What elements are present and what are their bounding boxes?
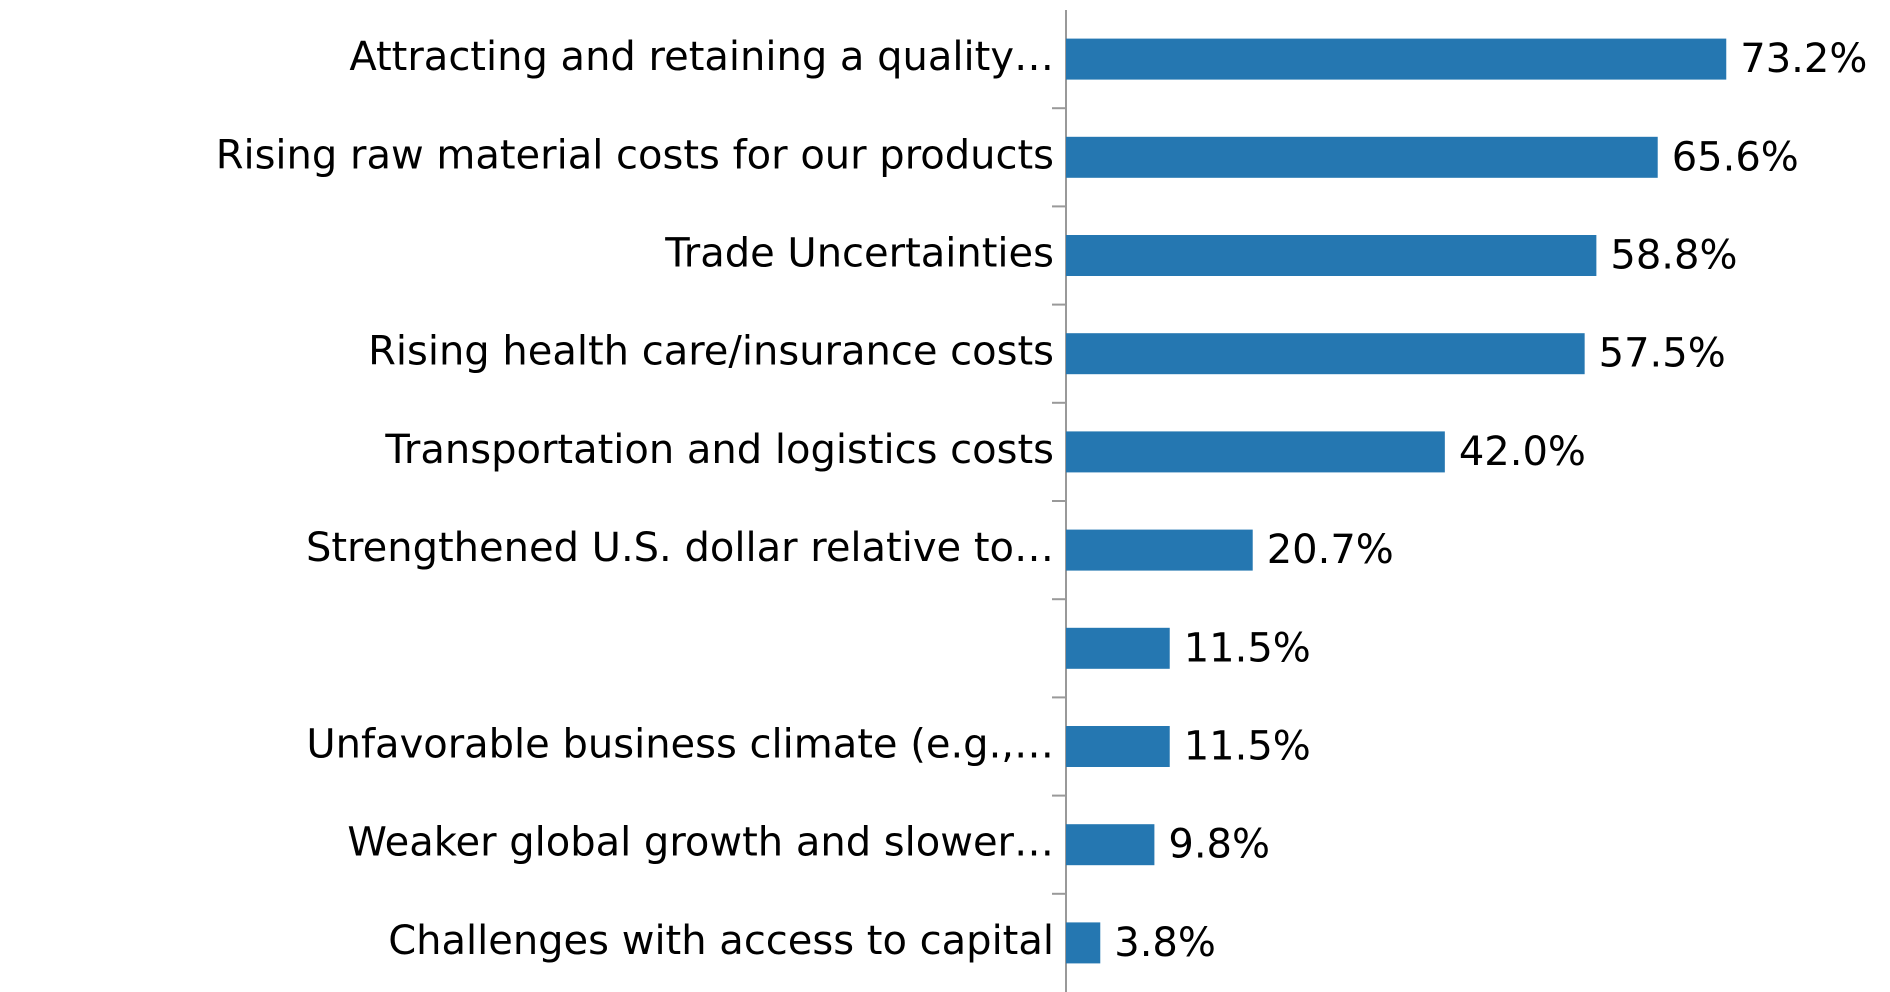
bar: [1066, 38, 1727, 80]
value-label: 3.8%: [1114, 920, 1216, 966]
bar: [1066, 922, 1101, 964]
value-label: 73.2%: [1740, 36, 1867, 82]
bar: [1066, 431, 1445, 473]
bar: [1066, 333, 1585, 375]
category-label: Unfavorable business climate (e.g.,…: [306, 722, 1054, 768]
category-label: Rising health care/insurance costs: [368, 329, 1054, 375]
value-label: 65.6%: [1672, 134, 1799, 180]
bar: [1066, 529, 1253, 571]
category-label: Strengthened U.S. dollar relative to…: [306, 525, 1054, 571]
value-label: 9.8%: [1168, 822, 1270, 868]
category-label: Transportation and logistics costs: [384, 427, 1054, 473]
category-label: Attracting and retaining a quality…: [349, 34, 1054, 80]
bar: [1066, 726, 1170, 767]
bar: [1066, 627, 1170, 669]
value-label: 42.0%: [1459, 429, 1586, 475]
value-label: 11.5%: [1184, 625, 1311, 671]
value-label: 57.5%: [1599, 331, 1726, 377]
bar: [1066, 235, 1597, 276]
value-label: 20.7%: [1267, 527, 1394, 573]
value-label: 11.5%: [1184, 724, 1311, 770]
category-label: Challenges with access to capital: [388, 918, 1054, 964]
category-label: Trade Uncertainties: [664, 231, 1054, 277]
value-label: 58.8%: [1610, 233, 1737, 279]
category-label: Rising raw material costs for our produc…: [216, 132, 1054, 178]
bar: [1066, 824, 1155, 866]
category-label: Weaker global growth and slower…: [347, 820, 1054, 866]
bar: [1066, 136, 1658, 178]
